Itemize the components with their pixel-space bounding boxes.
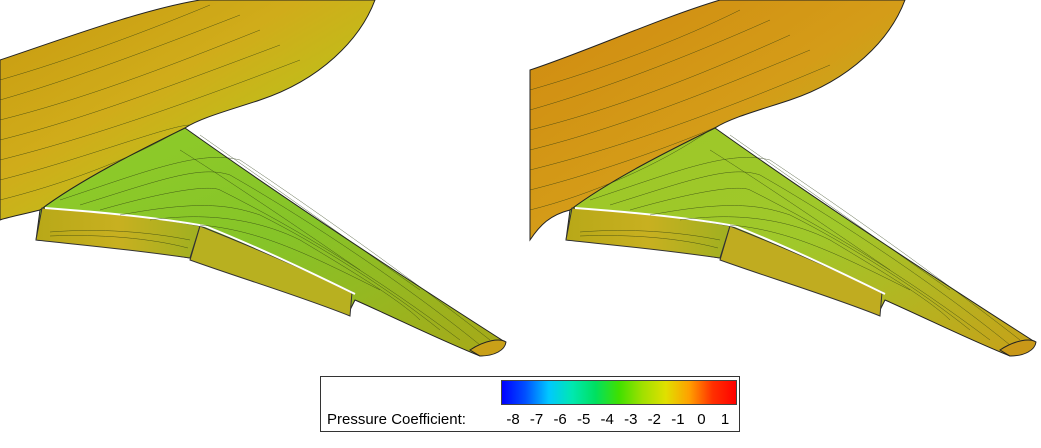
flap-outer-right bbox=[719, 225, 883, 317]
colorbar-tick: -7 bbox=[529, 411, 544, 428]
colorbar-tick: -2 bbox=[647, 411, 661, 428]
slat-line-right bbox=[574, 207, 886, 295]
colorbar-gradient bbox=[501, 380, 737, 405]
colorbar-tick: -4 bbox=[600, 411, 614, 428]
streamlines-left bbox=[0, 4, 491, 346]
colorbar-label: Pressure Coefficient: bbox=[327, 411, 466, 428]
colorbar-tick: -1 bbox=[671, 411, 685, 428]
colorbar-tick: -6 bbox=[553, 411, 567, 428]
wingtip-right bbox=[999, 339, 1037, 357]
colorbar-tick: 1 bbox=[720, 411, 730, 428]
colorbar-legend: Pressure Coefficient: -8 -7 -6 -5 -4 -3 … bbox=[320, 376, 740, 432]
colorbar-tick: 0 bbox=[697, 411, 706, 428]
right-wing-view bbox=[529, 0, 1037, 357]
left-wing-view bbox=[0, 0, 507, 357]
colorbar-ticks: -8 -7 -6 -5 -4 -3 -2 -1 0 1 bbox=[501, 411, 737, 429]
colorbar-tick: -3 bbox=[624, 411, 638, 428]
slat-line-left bbox=[44, 207, 356, 295]
flap-outer-left bbox=[189, 225, 353, 317]
wingtip-left bbox=[469, 339, 507, 357]
colorbar-tick: -8 bbox=[506, 411, 520, 428]
streamlines-right bbox=[529, 9, 1021, 346]
colorbar-tick: -5 bbox=[576, 411, 591, 428]
